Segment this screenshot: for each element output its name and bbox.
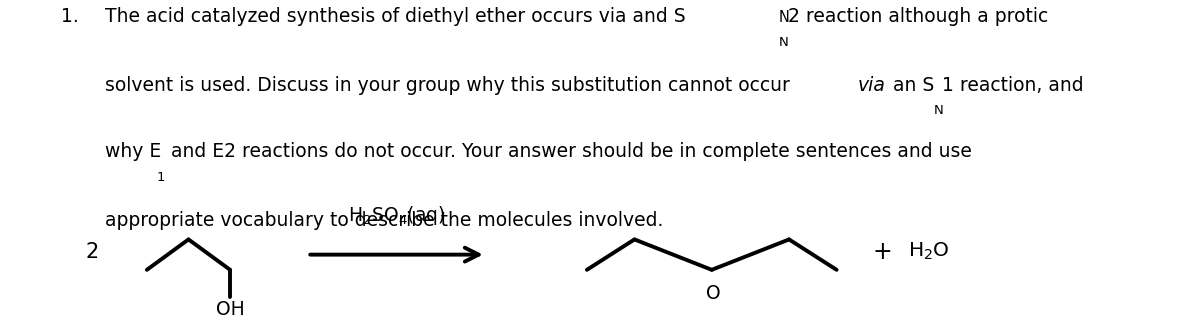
Text: OH: OH bbox=[216, 300, 245, 319]
Text: The acid catalyzed synthesis of diethyl ether occurs via and S: The acid catalyzed synthesis of diethyl … bbox=[106, 7, 686, 26]
Text: solvent is used. Discuss in your group why this substitution cannot occur: solvent is used. Discuss in your group w… bbox=[106, 75, 796, 95]
Text: H$_2$SO$_4$(aq): H$_2$SO$_4$(aq) bbox=[348, 204, 445, 227]
Text: 1.: 1. bbox=[61, 7, 79, 26]
Text: appropriate vocabulary to describe the molecules involved.: appropriate vocabulary to describe the m… bbox=[106, 211, 664, 230]
Text: +: + bbox=[872, 240, 892, 264]
Text: N: N bbox=[934, 104, 944, 117]
Text: via: via bbox=[858, 75, 886, 95]
Text: N: N bbox=[779, 36, 788, 49]
Text: N: N bbox=[779, 10, 790, 25]
Text: 1 reaction, and: 1 reaction, and bbox=[942, 75, 1084, 95]
Text: 2 reaction although a protic: 2 reaction although a protic bbox=[788, 7, 1048, 26]
Text: an S: an S bbox=[887, 75, 934, 95]
Text: and E2 reactions do not occur. Your answer should be in complete sentences and u: and E2 reactions do not occur. Your answ… bbox=[164, 142, 972, 162]
Text: 2: 2 bbox=[85, 241, 98, 262]
Text: H$_2$O: H$_2$O bbox=[908, 241, 949, 262]
Text: O: O bbox=[706, 283, 720, 303]
Text: why E: why E bbox=[106, 142, 162, 162]
Text: 1: 1 bbox=[156, 171, 164, 184]
